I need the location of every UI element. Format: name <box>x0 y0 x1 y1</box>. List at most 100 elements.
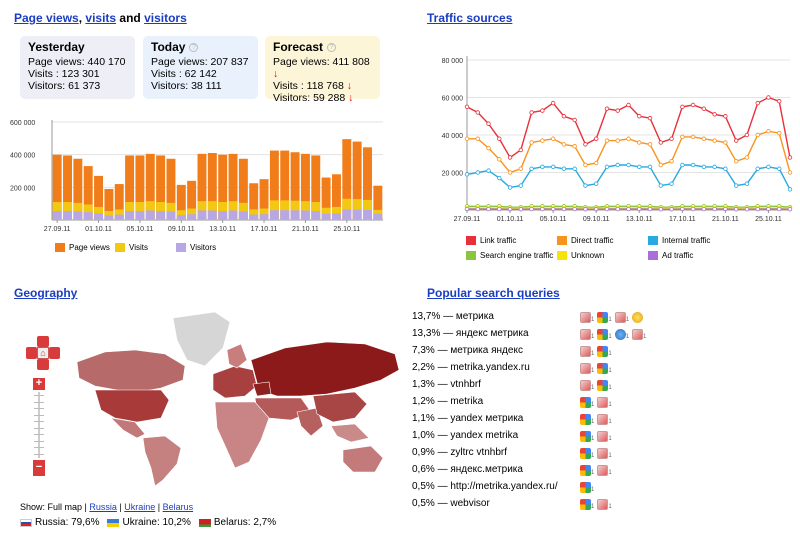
bar-page-views[interactable] <box>94 175 104 220</box>
series-point[interactable] <box>507 170 513 175</box>
zoom-tick[interactable] <box>34 440 44 442</box>
map-region[interactable] <box>250 341 400 397</box>
zoom-tick[interactable] <box>34 408 44 409</box>
series-point[interactable] <box>766 95 771 100</box>
bar-page-views[interactable] <box>207 153 217 220</box>
series-point[interactable] <box>475 170 480 175</box>
search-query-row[interactable]: 1,1% — yandex метрика 1 1 <box>412 413 792 430</box>
google-engine-icon[interactable]: 1 <box>597 380 612 391</box>
world-map[interactable] <box>65 300 405 490</box>
series-point[interactable] <box>561 114 567 119</box>
bar-visitors[interactable] <box>300 210 310 220</box>
belarus-link[interactable]: Belarus <box>162 502 194 512</box>
series-point[interactable] <box>777 166 782 171</box>
bar-visits[interactable] <box>135 202 145 220</box>
yandex-engine-icon[interactable]: 1 <box>580 380 594 391</box>
home-icon[interactable]: ⌂ <box>37 347 49 359</box>
geography-link[interactable]: Geography <box>14 286 78 300</box>
bar-page-views[interactable] <box>52 154 62 220</box>
map-region[interactable] <box>226 343 248 369</box>
series-point[interactable] <box>464 172 470 177</box>
traffic-sources-link[interactable]: Traffic sources <box>427 11 513 25</box>
bar-visitors[interactable] <box>321 213 331 220</box>
series-point[interactable] <box>690 162 696 168</box>
bar-page-views[interactable] <box>187 180 197 220</box>
series-point[interactable] <box>658 162 663 168</box>
series-point[interactable] <box>712 206 717 212</box>
pan-right-button[interactable] <box>49 347 60 359</box>
bar-visitors[interactable] <box>63 211 72 220</box>
series-point[interactable] <box>647 164 653 170</box>
zoom-tick[interactable] <box>34 421 44 422</box>
series-point[interactable] <box>529 140 534 145</box>
series-point[interactable] <box>593 136 599 141</box>
bar-visitors[interactable] <box>259 214 269 220</box>
series-point[interactable] <box>680 134 685 140</box>
help-icon[interactable]: ? <box>327 42 337 52</box>
series-point[interactable] <box>583 142 588 147</box>
bar-visits[interactable] <box>52 202 62 220</box>
bar-visits[interactable] <box>311 202 321 220</box>
bar-visitors[interactable] <box>352 209 362 220</box>
bar-visitors[interactable] <box>52 211 62 220</box>
rambler-engine-icon[interactable]: 1 <box>614 329 629 340</box>
series-point[interactable] <box>637 164 642 170</box>
legend-direct-traffic[interactable]: Direct traffic <box>557 236 614 245</box>
series-point[interactable] <box>540 138 545 143</box>
bar-page-views[interactable] <box>125 155 135 220</box>
bar-page-views[interactable] <box>197 153 207 220</box>
series-point[interactable] <box>615 162 620 168</box>
bar-visitors[interactable] <box>207 210 217 220</box>
bar-visitors[interactable] <box>373 213 383 220</box>
bar-visitors[interactable] <box>280 210 290 220</box>
legend-ad-traffic[interactable]: Ad traffic <box>648 251 693 260</box>
series-point[interactable] <box>755 132 760 138</box>
series-point[interactable] <box>486 145 491 151</box>
series-point[interactable] <box>658 207 663 212</box>
series-point[interactable] <box>572 144 577 149</box>
bar-page-views[interactable] <box>300 153 310 220</box>
series-point[interactable] <box>540 108 545 113</box>
bar-page-views[interactable] <box>269 150 279 220</box>
series-point[interactable] <box>561 166 567 171</box>
series-point[interactable] <box>680 162 685 168</box>
bar-page-views[interactable] <box>228 153 238 220</box>
series-point[interactable] <box>550 136 556 141</box>
bar-page-views[interactable] <box>145 153 155 220</box>
series-point[interactable] <box>658 140 663 145</box>
bar-page-views[interactable] <box>280 150 290 220</box>
zoom-out-button[interactable]: − <box>33 460 45 476</box>
series-point[interactable] <box>583 183 588 188</box>
google-engine-icon[interactable]: 1 <box>580 465 594 476</box>
google-engine-icon[interactable]: 1 <box>597 363 612 374</box>
series-point[interactable] <box>497 206 502 212</box>
series-point[interactable] <box>723 114 728 119</box>
series-point[interactable] <box>787 155 793 160</box>
series-point[interactable] <box>518 207 524 212</box>
series-point[interactable] <box>529 206 534 212</box>
series-point[interactable] <box>604 206 610 212</box>
series-point[interactable] <box>518 166 524 171</box>
series-point[interactable] <box>701 206 707 212</box>
google-engine-icon[interactable]: 1 <box>580 431 594 442</box>
legend-unknown[interactable]: Unknown <box>557 251 604 260</box>
series-point[interactable] <box>744 181 750 186</box>
zoom-tick[interactable] <box>34 434 44 435</box>
bar-page-views[interactable] <box>176 184 186 220</box>
bar-visitors[interactable] <box>156 211 166 220</box>
yandex-engine-icon[interactable]: 1 <box>580 363 594 374</box>
bar-visitors[interactable] <box>249 214 259 220</box>
series-point[interactable] <box>701 164 707 170</box>
series-point[interactable] <box>475 136 480 141</box>
bar-visits[interactable] <box>156 202 166 220</box>
series-point[interactable] <box>550 164 556 170</box>
series-point[interactable] <box>604 164 610 170</box>
bar-page-views[interactable] <box>373 185 383 220</box>
series-point[interactable] <box>550 100 556 106</box>
bar-page-views[interactable] <box>290 152 300 220</box>
bar-visitors[interactable] <box>311 211 321 220</box>
bar-page-views[interactable] <box>63 155 72 220</box>
bar-page-views[interactable] <box>135 155 145 220</box>
bar-page-views[interactable] <box>238 158 248 220</box>
series-point[interactable] <box>604 106 610 111</box>
